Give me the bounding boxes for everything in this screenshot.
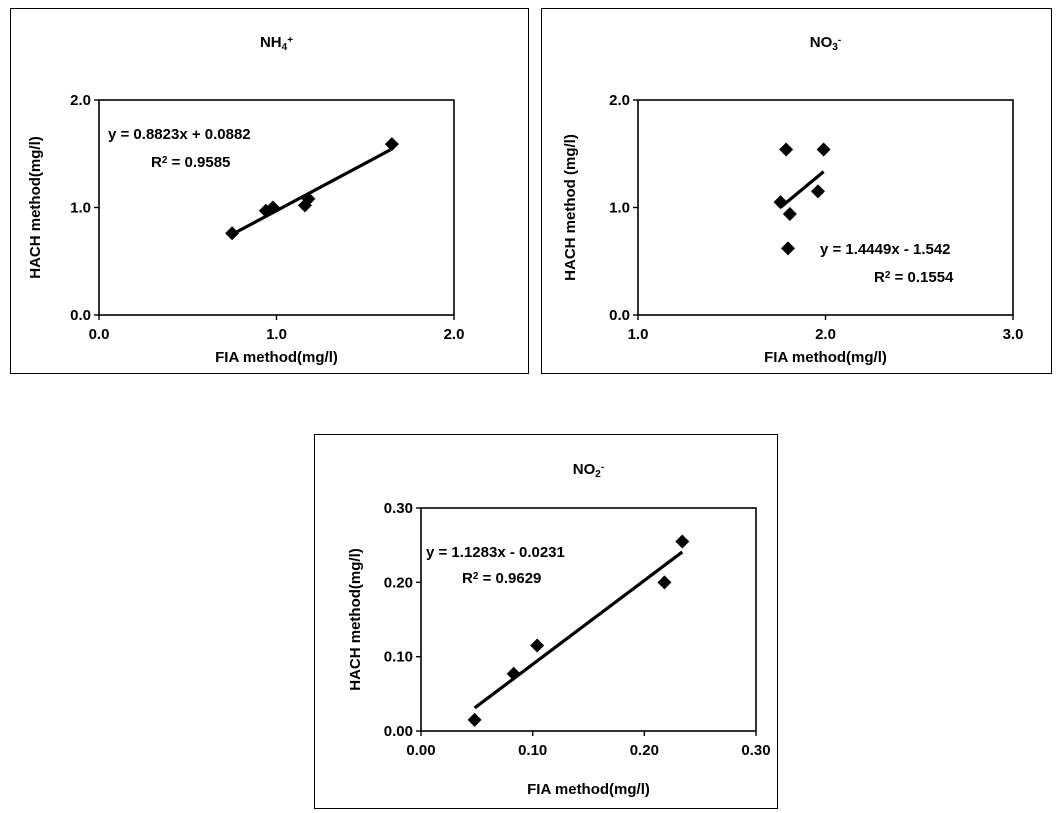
no3-y-axis-label: HACH method (mg/l) [562,134,579,281]
nh4-x-axis-label: FIA method(mg/l) [215,349,338,366]
no3-data-point [781,241,795,256]
no3-r-squared-label-part-2: 2 [885,270,891,281]
chart-no3-svg: NO3- 1.0 2.0 3.0 0.0 1.0 2.0 FIA method(mg/l) HA… [562,34,1024,366]
nh4-chart-title-part-3: + [287,35,293,46]
nh4-x-tick-label: 0.0 [89,326,110,343]
no2-chart-title-part-1: NO [573,461,596,478]
chart-panel-nh4: NH4+ 0.0 1.0 2.0 0.0 1.0 2.0 FIA method(mg/l) HA… [10,8,529,374]
no3-chart-title-part-2: 3 [832,42,838,53]
nh4-chart-title-part-2: 4 [282,42,288,53]
no3-plot-area [637,99,1014,316]
nh4-data-point [225,226,240,241]
nh4-chart-title-part-1: NH [260,34,282,51]
no2-x-axis-label: FIA method(mg/l) [527,781,650,798]
no3-chart-title: NO3- [810,34,841,53]
nh4-r-squared-label-part-3: = 0.9585 [167,154,230,171]
no2-x-tick-label: 0.30 [741,742,770,759]
no3-y-tick-label: 2.0 [609,92,630,109]
nh4-r-squared-label-part-2: 2 [162,155,168,166]
nh4-x-tick-label: 2.0 [444,326,465,343]
nh4-equation-label: y = 0.8823x + 0.0882 [108,126,251,143]
no3-trendline [779,170,825,209]
no3-chart-title-part-1: NO [810,34,833,51]
nh4-data-point [265,200,280,215]
no2-equation-label: y = 1.1283x - 0.0231 [426,544,565,561]
no3-y-tick-label: 0.0 [609,307,630,324]
no2-y-tick-label: 0.30 [384,500,413,517]
nh4-chart-title: NH4+ [260,34,293,53]
no2-data-point [675,534,690,549]
no2-plot-area [420,507,757,732]
no3-chart-title-part-3: - [838,35,841,46]
no3-x-tick-label: 3.0 [1003,326,1024,343]
nh4-y-axis-label: HACH method(mg/l) [27,136,44,279]
no2-y-axis-label: HACH method(mg/l) [347,548,364,691]
no3-x-axis-label: FIA method(mg/l) [764,349,887,366]
no2-x-tick-label: 0.00 [406,742,435,759]
nh4-r-squared-label-part-1: R [151,154,162,171]
no2-x-tick-label: 0.10 [518,742,547,759]
no3-data-point [779,142,794,157]
no2-chart-title: NO2- [573,461,604,480]
chart-panel-no2: NO2- 0.00 0.10 0.20 0.30 0.00 0.10 0.20 0.30 FIA … [314,434,778,809]
chart-panel-no3: NO3- 1.0 2.0 3.0 0.0 1.0 2.0 FIA method(mg/l) HA… [541,8,1052,374]
no3-r-squared-label-part-1: R [874,269,885,286]
no2-chart-title-part-2: 2 [595,469,601,480]
no2-y-tick-label: 0.20 [384,574,413,591]
no3-equation-label: y = 1.4449x - 1.542 [820,241,951,258]
nh4-y-tick-label: 2.0 [70,92,91,109]
no3-y-tick-label: 1.0 [609,200,630,217]
no2-r-squared-label: R2 = 0.9629 [462,570,541,587]
no2-y-tick-label: 0.10 [384,649,413,666]
no3-data-point [816,142,831,157]
no3-r-squared-label: R2 = 0.1554 [874,269,954,286]
nh4-data-point [301,191,316,206]
no2-r-squared-label-part-2: 2 [473,571,479,582]
no2-x-tick-label: 0.20 [630,742,659,759]
no2-trendline [473,550,684,710]
nh4-trendline [231,147,393,236]
no3-data-point [773,195,788,210]
no2-r-squared-label-part-1: R [462,570,473,587]
no2-y-tick-label: 0.00 [384,723,413,740]
no3-data-point [782,206,797,221]
no3-data-point [811,184,825,199]
no3-x-tick-label: 2.0 [815,326,836,343]
no2-data-point [467,712,482,727]
nh4-r-squared-label: R2 = 0.9585 [151,154,230,171]
no2-data-point [506,666,521,681]
no2-data-point [657,575,672,590]
chart-no2-svg: NO2-0.00 0.10 0.20 0.300.000.100.200.30FIA … [347,461,771,798]
no3-r-squared-label-part-3: = 0.1554 [890,269,954,286]
nh4-y-tick-label: 1.0 [70,200,91,217]
no2-r-squared-label-part-3: = 0.9629 [478,570,541,587]
nh4-data-point [384,137,399,152]
nh4-y-tick-label: 0.0 [70,307,91,324]
no3-x-tick-label: 1.0 [628,326,649,343]
no2-chart-title-part-3: - [601,462,604,473]
nh4-x-tick-label: 1.0 [266,326,287,343]
no2-data-point [530,638,545,653]
